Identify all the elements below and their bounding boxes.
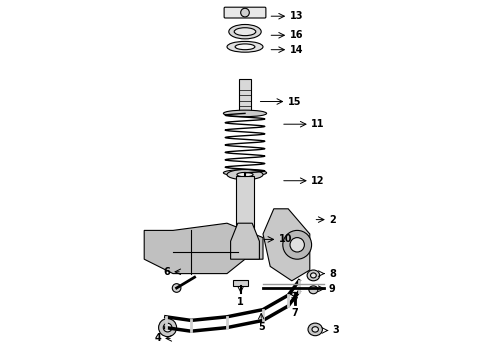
Text: 14: 14 xyxy=(290,45,303,55)
Ellipse shape xyxy=(312,327,318,332)
Circle shape xyxy=(283,230,312,259)
Circle shape xyxy=(290,238,304,252)
Text: 12: 12 xyxy=(311,176,324,186)
Ellipse shape xyxy=(234,28,256,36)
Text: 8: 8 xyxy=(329,269,336,279)
Text: 9: 9 xyxy=(329,284,336,294)
Ellipse shape xyxy=(227,41,263,52)
Text: 13: 13 xyxy=(290,11,303,21)
Text: 3: 3 xyxy=(333,325,339,336)
Text: 6: 6 xyxy=(163,267,170,277)
Ellipse shape xyxy=(235,44,255,50)
Circle shape xyxy=(172,284,181,292)
Text: 1: 1 xyxy=(237,297,244,307)
Circle shape xyxy=(163,323,172,332)
Text: 2: 2 xyxy=(329,215,336,225)
Ellipse shape xyxy=(229,24,261,39)
Text: 16: 16 xyxy=(290,30,303,40)
Ellipse shape xyxy=(223,110,267,117)
Ellipse shape xyxy=(307,270,319,281)
Ellipse shape xyxy=(309,286,318,294)
Ellipse shape xyxy=(237,172,253,177)
Circle shape xyxy=(159,319,176,337)
Ellipse shape xyxy=(223,170,267,176)
Ellipse shape xyxy=(311,273,316,278)
Bar xyxy=(233,280,248,286)
Bar xyxy=(239,79,251,112)
Text: 4: 4 xyxy=(154,333,161,343)
Text: 5: 5 xyxy=(258,322,265,332)
Text: 10: 10 xyxy=(278,234,292,244)
Ellipse shape xyxy=(292,292,298,296)
Text: 11: 11 xyxy=(311,119,324,129)
Circle shape xyxy=(241,8,249,17)
Ellipse shape xyxy=(227,170,263,180)
Polygon shape xyxy=(263,209,310,281)
Polygon shape xyxy=(144,223,263,274)
Ellipse shape xyxy=(308,323,322,336)
Bar xyxy=(236,176,254,248)
Text: 7: 7 xyxy=(291,308,298,318)
Polygon shape xyxy=(231,223,259,259)
FancyBboxPatch shape xyxy=(224,7,266,18)
Text: 15: 15 xyxy=(288,96,301,107)
